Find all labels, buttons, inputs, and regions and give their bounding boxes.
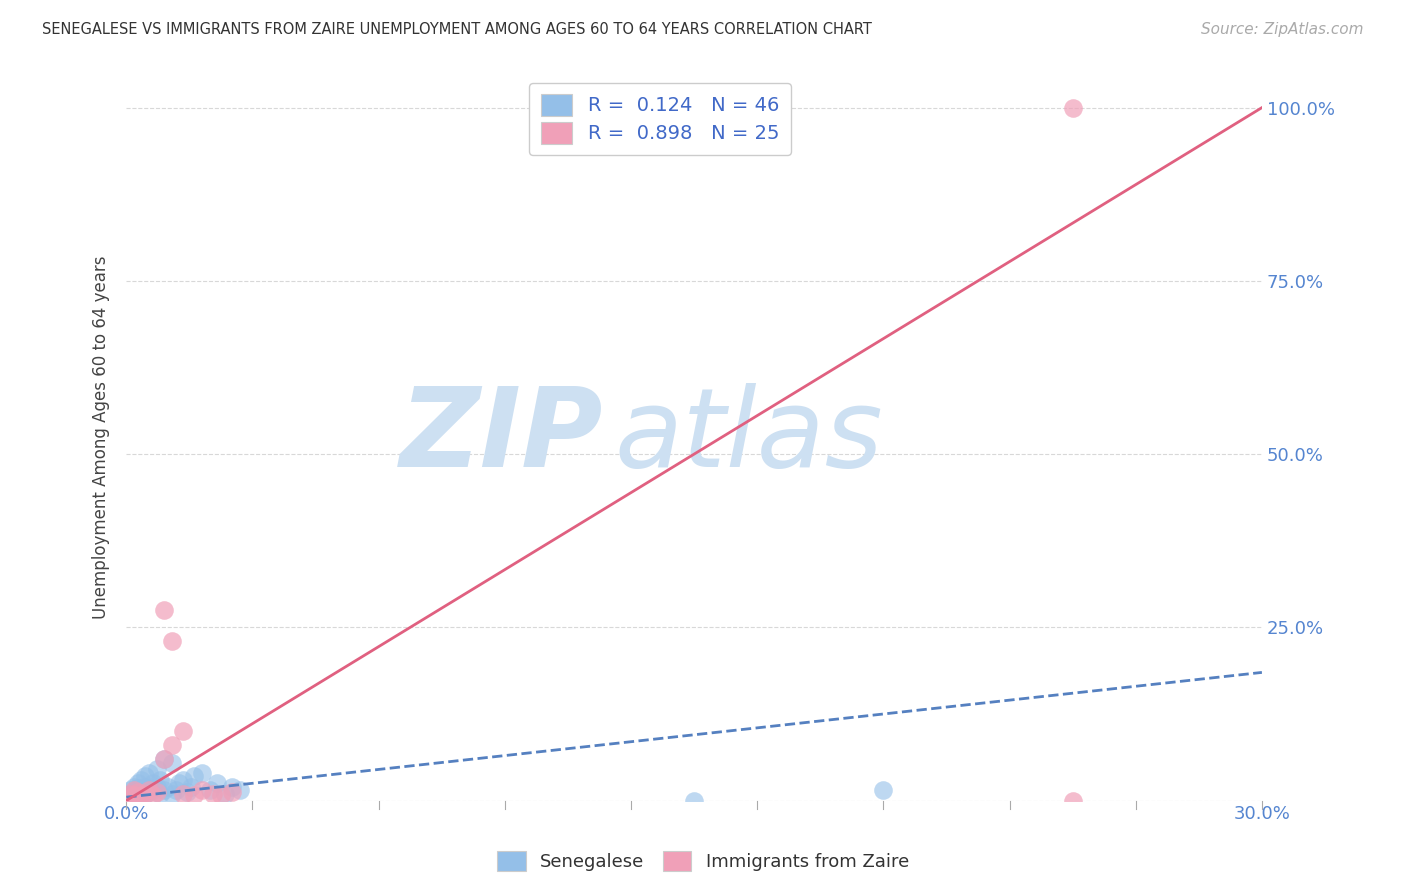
Legend: Senegalese, Immigrants from Zaire: Senegalese, Immigrants from Zaire [489,844,917,879]
Point [115,794,138,808]
Point [145,763,167,777]
Point [134,787,156,801]
Point [153,752,176,766]
Point [153,783,176,797]
Point [214,787,236,801]
Point [172,724,194,739]
Point [160,634,183,648]
Point [172,787,194,801]
Point [191,765,214,780]
Point [138,783,160,797]
Point [122,788,145,802]
Point [131,788,153,802]
Point [127,790,149,805]
Point [131,783,153,797]
Text: SENEGALESE VS IMMIGRANTS FROM ZAIRE UNEMPLOYMENT AMONG AGES 60 TO 64 YEARS CORRE: SENEGALESE VS IMMIGRANTS FROM ZAIRE UNEM… [42,22,872,37]
Point [221,780,243,794]
Y-axis label: Unemployment Among Ages 60 to 64 years: Unemployment Among Ages 60 to 64 years [93,255,110,618]
Point [120,787,142,801]
Point [202,787,225,801]
Point [1062,101,1084,115]
Point [138,785,160,799]
Legend: R =  0.124   N = 46, R =  0.898   N = 25: R = 0.124 N = 46, R = 0.898 N = 25 [529,83,790,155]
Text: ZIP: ZIP [399,384,603,491]
Point [134,787,156,801]
Point [683,794,706,808]
Point [127,781,149,796]
Point [142,776,165,790]
Text: Source: ZipAtlas.com: Source: ZipAtlas.com [1201,22,1364,37]
Point [160,787,183,801]
Point [198,783,221,797]
Point [115,794,138,808]
Point [127,776,149,790]
Point [229,783,252,797]
Point [153,603,176,617]
Point [120,783,142,797]
Point [134,769,156,783]
Point [131,772,153,787]
Point [122,785,145,799]
Point [205,776,228,790]
Point [160,738,183,752]
Point [160,756,183,770]
Point [120,788,142,802]
Point [209,788,232,802]
Point [172,772,194,787]
Point [165,783,187,797]
Text: atlas: atlas [614,384,883,491]
Point [180,780,202,794]
Point [142,788,165,802]
Point [122,788,145,802]
Point [183,788,205,802]
Point [127,790,149,805]
Point [221,785,243,799]
Point [127,787,149,801]
Point [145,780,167,794]
Point [149,772,172,787]
Point [156,780,179,794]
Point [131,788,153,802]
Point [122,780,145,794]
Point [145,785,167,799]
Point [1062,794,1084,808]
Point [176,785,198,799]
Point [122,791,145,805]
Point [183,769,205,783]
Point [138,765,160,780]
Point [120,790,142,805]
Point [153,752,176,766]
Point [134,780,156,794]
Point [127,785,149,799]
Point [191,783,214,797]
Point [872,783,894,797]
Point [149,787,172,801]
Point [142,783,165,797]
Point [120,787,142,801]
Point [120,790,142,805]
Point [169,776,191,790]
Point [122,783,145,797]
